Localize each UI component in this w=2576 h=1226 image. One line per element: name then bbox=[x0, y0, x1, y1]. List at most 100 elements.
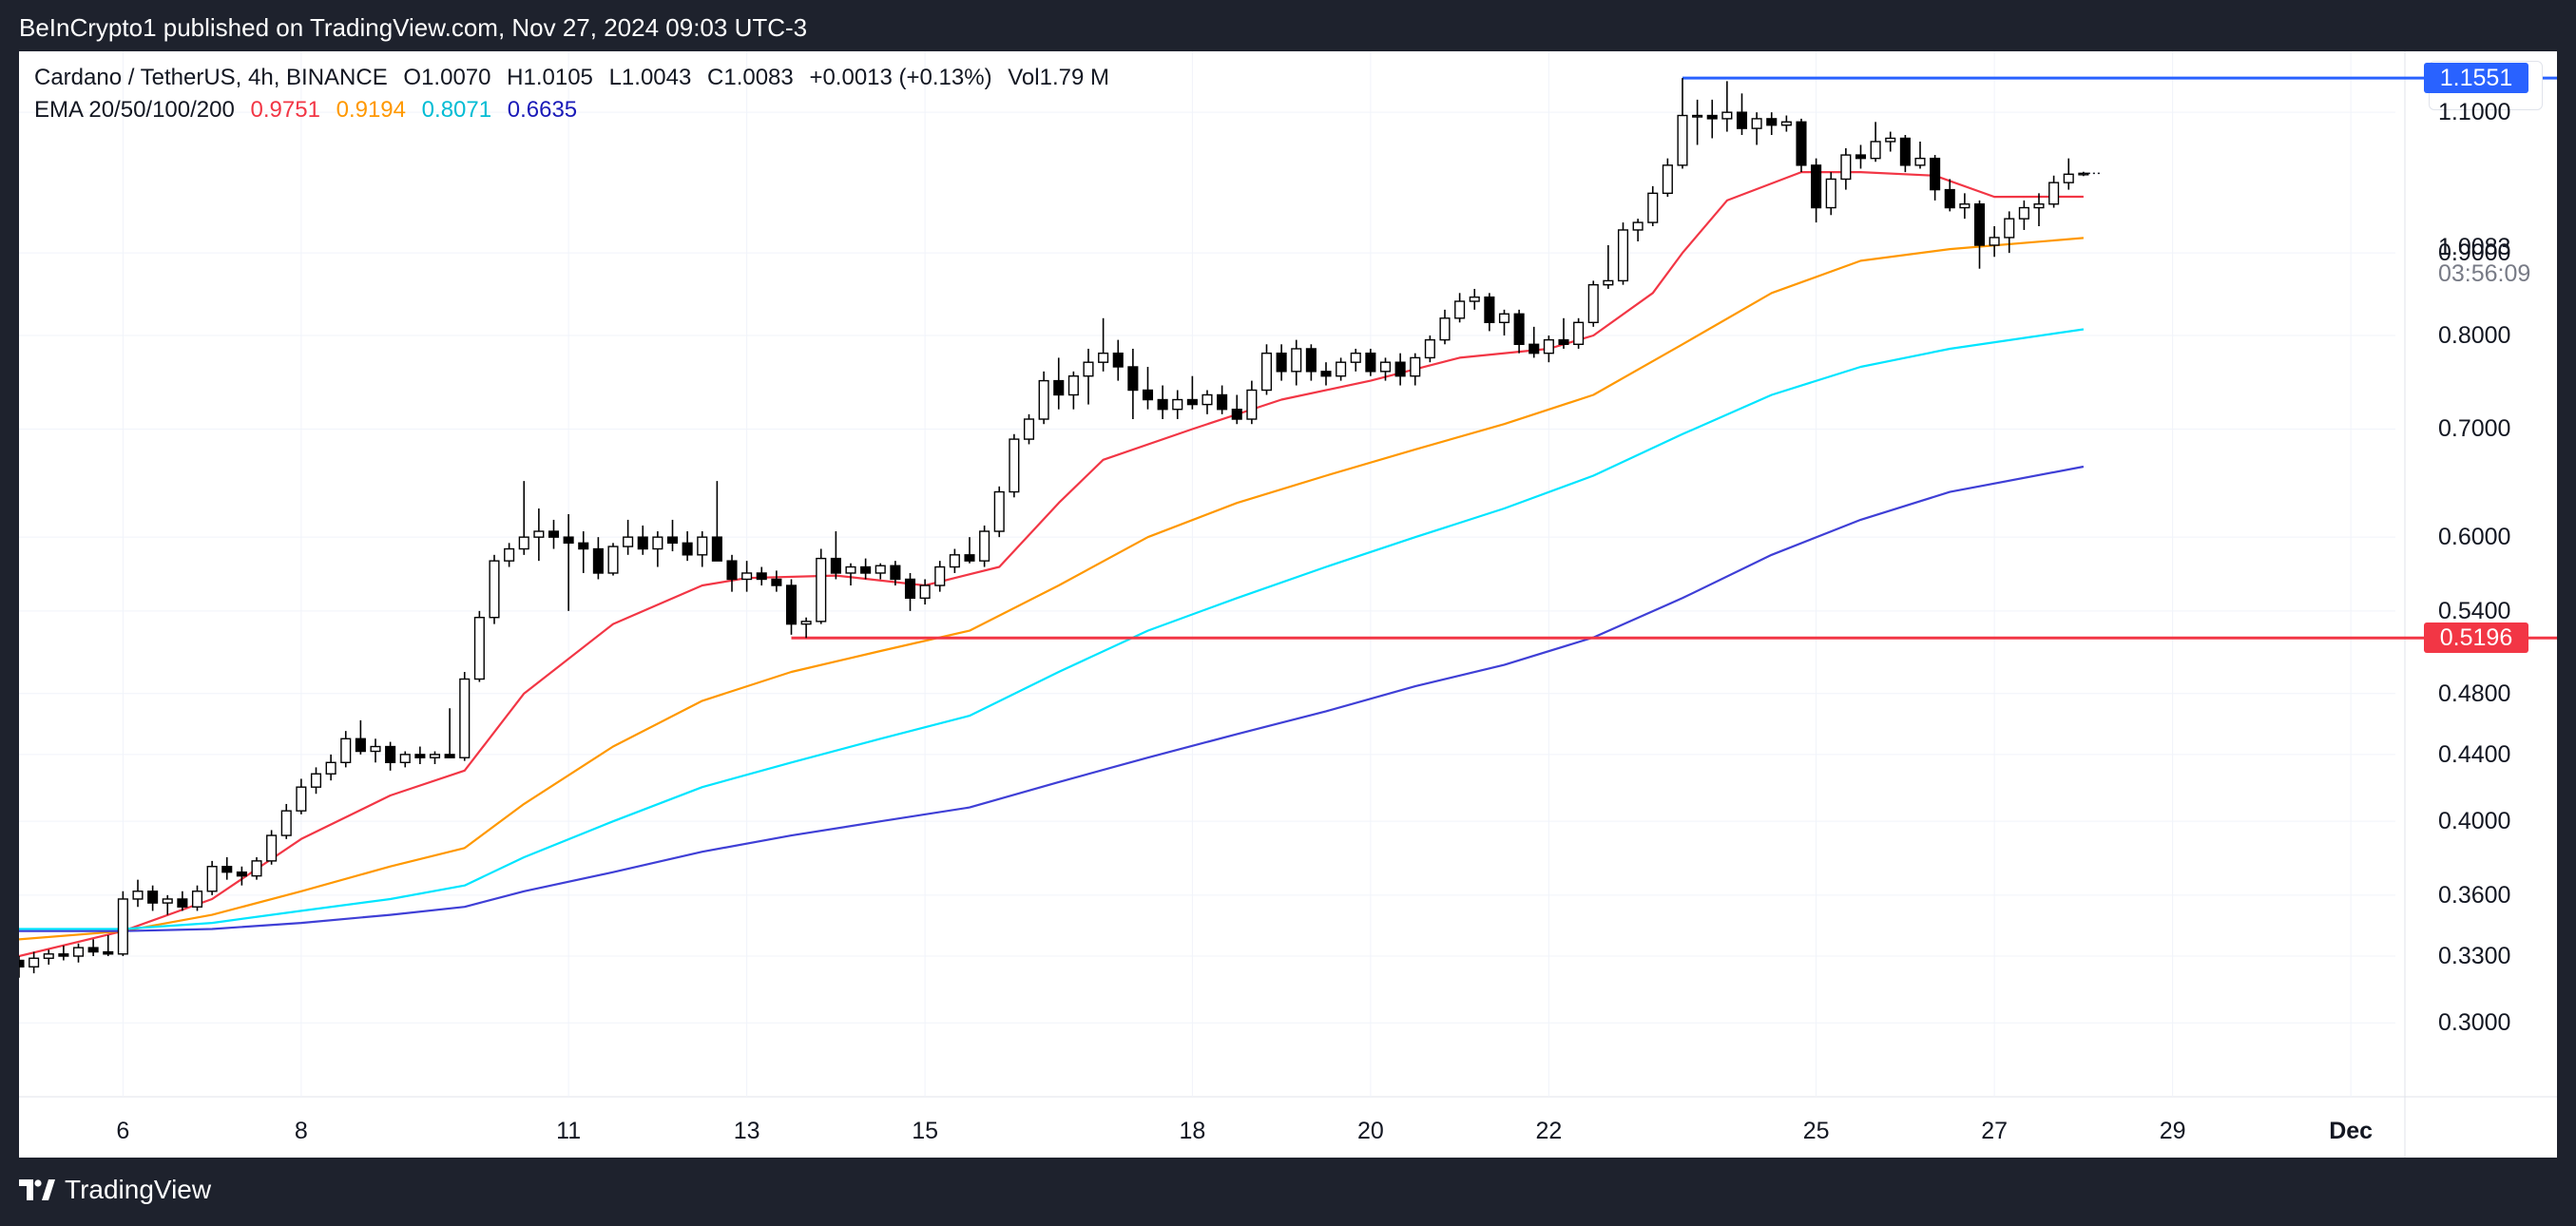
publisher-text: BeInCrypto1 published on TradingView.com… bbox=[19, 13, 808, 42]
candle-body-up bbox=[949, 554, 960, 568]
candle-body-up bbox=[1677, 114, 1688, 166]
candle-body-down bbox=[1157, 398, 1168, 411]
candle-body-up bbox=[1692, 114, 1703, 118]
candle-body-up bbox=[1201, 393, 1213, 406]
candle bbox=[1231, 394, 1242, 425]
candle bbox=[816, 548, 827, 624]
time-axis-label: Dec bbox=[2329, 1118, 2374, 1144]
candle bbox=[1603, 244, 1614, 289]
time-axis-label: 18 bbox=[1179, 1118, 1206, 1144]
candle bbox=[1617, 222, 1629, 285]
candle bbox=[623, 519, 634, 555]
ema-line-ema50 bbox=[19, 237, 2084, 941]
candle bbox=[1796, 118, 1807, 173]
bar-countdown: 03:56:09 bbox=[2438, 260, 2531, 287]
price-axis-label: 0.7000 bbox=[2438, 415, 2511, 443]
candle-body-up bbox=[296, 786, 307, 812]
candle bbox=[1736, 93, 1748, 136]
candle-body-down bbox=[1736, 111, 1748, 129]
symbol-name[interactable]: Cardano / TetherUS, 4h, BINANCE bbox=[34, 65, 388, 90]
candle bbox=[1394, 353, 1406, 386]
candle bbox=[993, 486, 1005, 538]
price-chart[interactable] bbox=[19, 51, 2557, 1158]
resistance-price-tag: 1.1551 bbox=[2424, 63, 2528, 94]
candle bbox=[221, 856, 233, 880]
candle-body-up bbox=[1067, 374, 1079, 396]
candle-body-down bbox=[1127, 366, 1139, 392]
candle-body-up bbox=[2018, 206, 2029, 220]
ema200-value: 0.6635 bbox=[507, 97, 578, 123]
chart-area[interactable]: Cardano / TetherUS, 4h, BINANCE O1.0070 … bbox=[19, 51, 2557, 1158]
candle-body-down bbox=[1484, 296, 1495, 324]
candle-body-down bbox=[860, 565, 872, 574]
candle-body-down bbox=[103, 950, 114, 955]
candle bbox=[637, 525, 648, 555]
candle-body-up bbox=[1291, 348, 1302, 373]
candle bbox=[1038, 371, 1049, 425]
candle bbox=[1439, 309, 1451, 345]
candle-body-up bbox=[1573, 321, 1585, 345]
candle-body-down bbox=[19, 959, 25, 967]
candle-body-up bbox=[504, 547, 515, 562]
candle-body-down bbox=[1930, 157, 1941, 191]
candle-body-down bbox=[1320, 371, 1332, 377]
candles bbox=[19, 78, 2103, 978]
candle-body-down bbox=[414, 754, 426, 758]
tradingview-brand[interactable]: TradingView bbox=[19, 1175, 211, 1205]
candle bbox=[1246, 380, 1258, 425]
candle bbox=[1647, 185, 1659, 227]
candle bbox=[444, 708, 455, 758]
candle bbox=[1305, 344, 1317, 381]
candle bbox=[280, 803, 292, 839]
time-axis-label: 29 bbox=[2159, 1118, 2186, 1144]
price-axis-label: 0.3300 bbox=[2438, 943, 2511, 970]
candle-body-down bbox=[904, 578, 916, 600]
candle bbox=[949, 548, 960, 573]
ema-label: EMA 20/50/100/200 bbox=[34, 97, 235, 123]
candle bbox=[785, 579, 798, 635]
candle-body-down bbox=[177, 898, 188, 908]
candle-body-up bbox=[459, 678, 471, 758]
candle bbox=[206, 860, 218, 895]
price-axis-label: 0.3600 bbox=[2438, 881, 2511, 909]
candle bbox=[1083, 348, 1094, 405]
candle bbox=[58, 945, 69, 961]
candle bbox=[489, 554, 500, 624]
candle-body-up bbox=[1023, 418, 1035, 440]
candle bbox=[1142, 366, 1154, 410]
candle-body-up bbox=[1721, 111, 1733, 120]
candle bbox=[934, 561, 946, 592]
candle-body-down bbox=[355, 738, 366, 753]
ema-legend[interactable]: EMA 20/50/100/200 0.9751 0.9194 0.8071 0… bbox=[34, 97, 586, 124]
candle-body-up bbox=[2063, 173, 2074, 183]
candle-body-up bbox=[1959, 203, 1970, 209]
candle bbox=[1811, 158, 1822, 223]
candle bbox=[43, 949, 54, 966]
candle bbox=[399, 751, 411, 768]
candle bbox=[845, 563, 856, 586]
candle-body-up bbox=[1172, 398, 1183, 411]
level-lines bbox=[791, 76, 2557, 640]
candle-body-up bbox=[1603, 279, 1614, 286]
candle-body-up bbox=[993, 490, 1005, 532]
candle bbox=[1885, 131, 1896, 152]
candle-body-down bbox=[1944, 188, 1955, 209]
candle bbox=[355, 719, 366, 755]
time-axis-label: 13 bbox=[733, 1118, 760, 1144]
candle-body-up bbox=[489, 560, 500, 619]
candle-body-up bbox=[800, 621, 812, 625]
candle-body-down bbox=[236, 871, 247, 877]
candle-body-down bbox=[1231, 409, 1242, 420]
symbol-legend: Cardano / TetherUS, 4h, BINANCE O1.0070 … bbox=[34, 65, 1119, 91]
candle-body-up bbox=[251, 860, 262, 877]
candle bbox=[800, 617, 812, 639]
candle-body-up bbox=[845, 565, 856, 574]
candle bbox=[1989, 226, 2000, 258]
candle-body-up bbox=[652, 536, 663, 550]
candle bbox=[1528, 326, 1540, 358]
price-axis-label: 0.4400 bbox=[2438, 740, 2511, 768]
candle-body-up bbox=[72, 947, 85, 957]
candle bbox=[741, 561, 753, 592]
candle bbox=[19, 956, 25, 978]
candle bbox=[459, 672, 471, 761]
